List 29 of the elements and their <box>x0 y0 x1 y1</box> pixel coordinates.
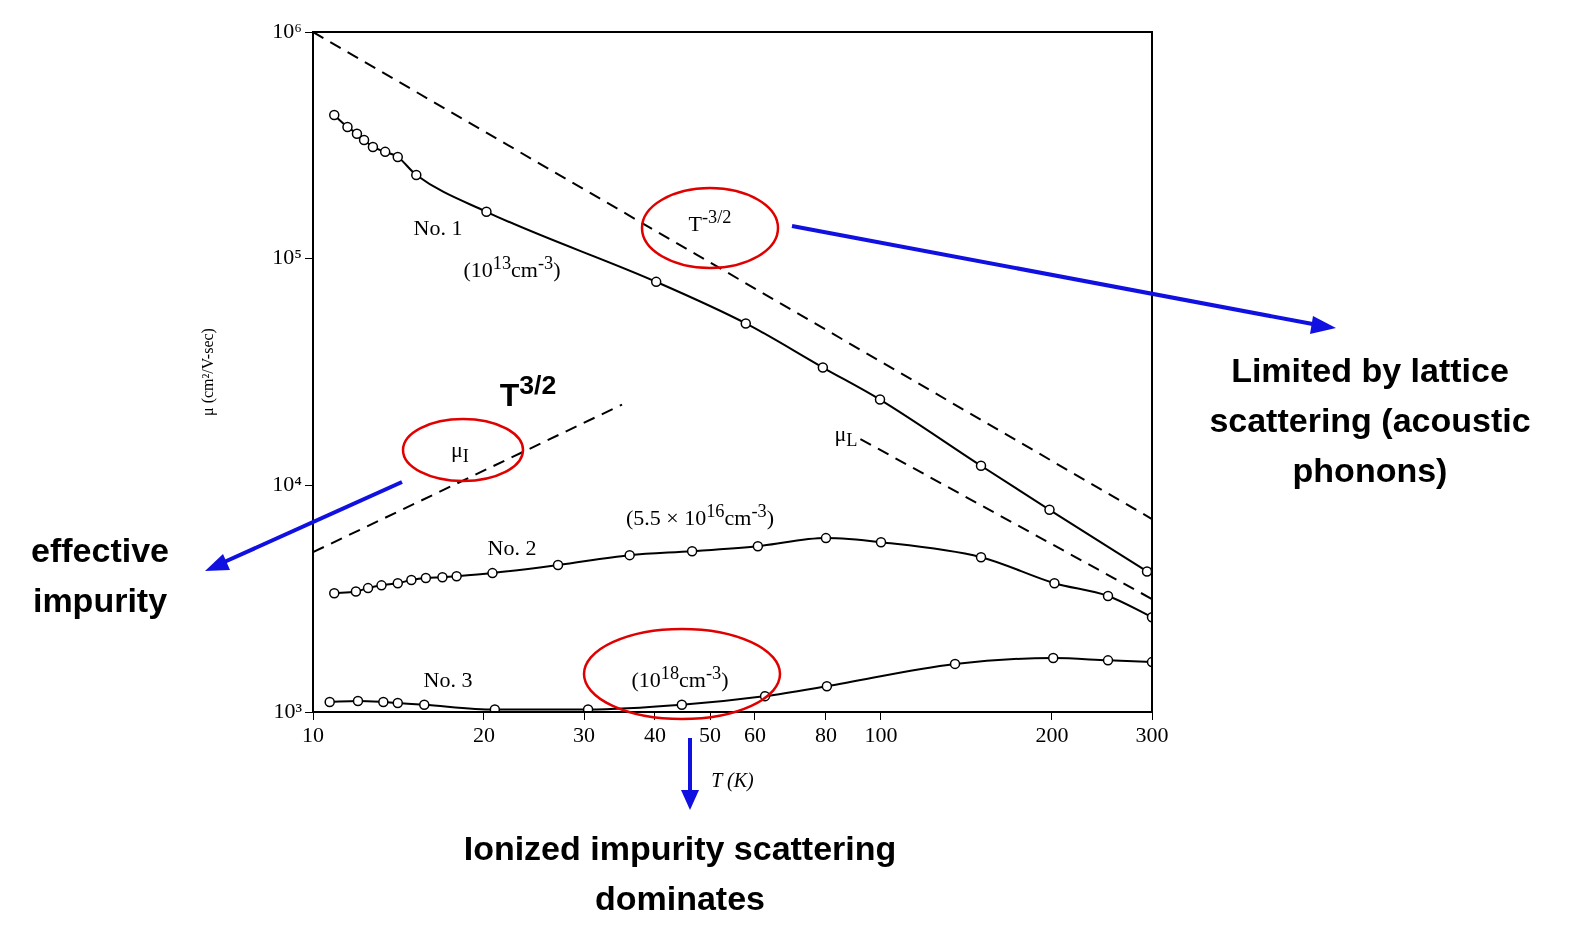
x-tick-label: 50 <box>699 721 722 747</box>
x-tick-label: 200 <box>1035 721 1069 747</box>
annotation: T$^{-3/2}$ <box>688 206 732 238</box>
annotation: T$^{3/2}$ <box>499 370 557 414</box>
text: Limited by lattice scattering (acoustic phonons) <box>1208 350 1532 491</box>
x-tick-label: 300 <box>1135 721 1169 747</box>
x-tick-label: 80 <box>814 721 837 747</box>
annotation: μ$_{I}$ <box>451 436 469 468</box>
text: Ionized impurity scattering dominates <box>462 828 898 919</box>
y-tick-label: 10⁴ <box>272 471 303 497</box>
x-tick-label: 60 <box>743 721 766 747</box>
annotation: No. 3 <box>423 667 473 693</box>
annotation: (10$^{13}$cm$^{-3}$) <box>463 252 561 284</box>
y-tick-label: 10³ <box>273 697 303 723</box>
text: effective impurity <box>30 530 170 621</box>
x-tick-label: 30 <box>573 721 595 747</box>
x-axis-title: T (K) <box>711 769 755 793</box>
annotation: μ$_{L}$ <box>834 420 858 452</box>
annotation: (5.5 × 10$^{16}$cm$^{-3}$) <box>625 500 775 532</box>
x-tick-label: 40 <box>643 721 666 747</box>
annotation: No. 2 <box>487 535 537 561</box>
x-tick-label: 20 <box>472 721 495 747</box>
x-tick-label: 10 <box>302 721 324 747</box>
annotation: (10$^{18}$cm$^{-3}$) <box>631 662 729 694</box>
y-tick-label: 10⁵ <box>272 244 302 270</box>
y-tick-label: 10⁶ <box>272 17 302 43</box>
x-tick-label: 100 <box>864 721 898 747</box>
annotation: No. 1 <box>413 215 463 241</box>
y-axis-title: μ (cm²/V-sec) <box>198 328 217 416</box>
